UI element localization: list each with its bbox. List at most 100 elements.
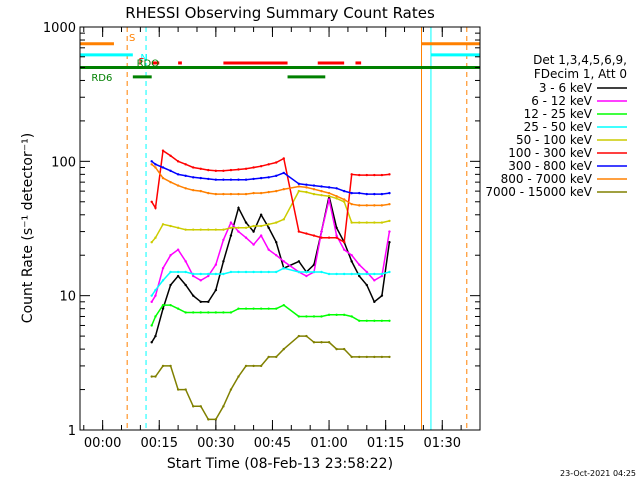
series-0-point-11 (229, 234, 233, 237)
y-tick-label-2: 100 (51, 155, 76, 170)
series-5-point-29 (373, 173, 376, 177)
series-4-point-0 (150, 241, 153, 244)
series-7-point-19 (297, 185, 301, 188)
series-1-point-5 (184, 260, 187, 263)
series-5-point-24 (335, 236, 338, 239)
series-2-point-27 (358, 319, 361, 322)
series-7-point-17 (275, 189, 278, 193)
series-3-point-21 (312, 270, 316, 274)
legend-label-5: 100 - 300 keV (508, 146, 592, 160)
series-7-point-9 (214, 192, 218, 196)
series-2-point-15 (259, 307, 263, 310)
series-5-point-26 (350, 173, 353, 176)
series-7-point-22 (320, 189, 323, 193)
series-0-point-10 (222, 260, 225, 263)
legend-label-2: 12 - 25 keV (524, 107, 593, 121)
series-1-point-11 (229, 221, 233, 224)
series-8-point-13 (244, 364, 248, 368)
series-5-point-15 (259, 164, 263, 168)
series-7-point-8 (207, 191, 210, 195)
series-0-point-3 (169, 283, 172, 287)
x-axis-label: Start Time (08-Feb-13 23:58:22) (167, 456, 393, 472)
series-7-point-0 (150, 163, 153, 166)
series-2-point-2 (161, 303, 165, 307)
series-6-point-28 (365, 192, 368, 196)
series-0-point-0 (150, 341, 153, 344)
series-7-point-7 (199, 189, 202, 193)
series-4-point-24 (335, 197, 338, 200)
series-4-point-2 (161, 223, 165, 226)
series-4-point-28 (365, 221, 368, 224)
series-1-point-26 (350, 254, 353, 257)
series-6-point-22 (320, 185, 323, 188)
series-8-point-7 (199, 405, 202, 408)
series-1-point-7 (199, 279, 202, 282)
series-8-point-11 (229, 388, 233, 391)
series-3-point-12 (237, 270, 240, 274)
series-4-point-31 (388, 219, 391, 223)
series-1-point-2 (161, 267, 165, 270)
series-3-point-15 (259, 270, 263, 274)
series-0-point-29 (373, 300, 376, 304)
series-0-point-16 (267, 226, 270, 230)
legend: Det 1,3,4,5,6,9, FDecim 1, Att 0 3 - 6 k… (485, 53, 627, 199)
series-8-point-22 (320, 341, 323, 344)
series-3-point-20 (305, 270, 308, 274)
series-7-point-3 (169, 180, 172, 184)
series-2-point-4 (176, 307, 180, 310)
series-2-point-1 (154, 315, 157, 318)
series-3-point-30 (380, 272, 384, 276)
series-3-point-25 (342, 272, 346, 276)
series-1-point-22 (320, 230, 323, 233)
series-4-point-23 (327, 195, 331, 198)
series-7-point-20 (305, 186, 308, 189)
series-7-point-12 (237, 192, 240, 196)
x-tick-label-1: 00:15 (141, 436, 178, 451)
x-tick-label-0: 00:00 (84, 436, 121, 451)
series-2-point-14 (252, 307, 255, 310)
series-1-point-14 (252, 243, 255, 246)
series-line-4 (151, 190, 390, 243)
series-3-point-22 (320, 270, 323, 274)
series-5-point-5 (184, 163, 187, 166)
series-8-point-14 (252, 364, 255, 368)
series-2-point-17 (275, 307, 278, 310)
series-5-point-11 (229, 168, 233, 172)
series-2-point-20 (305, 315, 308, 318)
series-7-point-14 (252, 191, 255, 195)
legend-label-6: 300 - 800 keV (508, 159, 592, 173)
series-1-point-30 (380, 274, 384, 278)
series-7-point-15 (259, 191, 263, 195)
series-4-point-8 (207, 228, 210, 231)
series-2-point-30 (380, 319, 384, 322)
series-8-point-25 (342, 347, 346, 351)
x-tick-label-4: 01:00 (310, 436, 347, 451)
series-5-point-17 (275, 161, 278, 164)
series-7-point-24 (335, 195, 338, 198)
series-6-point-11 (229, 178, 233, 181)
series-6-point-18 (282, 171, 285, 175)
series-1-point-16 (267, 248, 270, 251)
series-8-point-30 (380, 355, 384, 359)
series-6-point-1 (154, 163, 157, 166)
series-1-point-25 (342, 248, 346, 251)
series-6-point-29 (373, 192, 376, 196)
series-0-point-2 (161, 307, 165, 310)
series-6-point-8 (207, 177, 210, 181)
series-5-point-27 (358, 173, 361, 177)
series-6-point-25 (342, 189, 346, 193)
series-2-point-10 (222, 311, 225, 314)
series-8-point-18 (282, 347, 285, 351)
series-8-point-17 (275, 355, 278, 359)
series-0-point-24 (335, 226, 338, 230)
flag-label-rd6: RD6 (91, 73, 112, 84)
x-tick-label-6: 01:30 (424, 436, 461, 451)
series-5-point-14 (252, 166, 255, 169)
series-2-point-31 (388, 319, 391, 322)
series-1-point-1 (154, 294, 157, 297)
chart-title: RHESSI Observing Summary Count Rates (125, 4, 435, 22)
series-1-point-17 (275, 254, 278, 257)
series-8-point-8 (207, 418, 210, 421)
y-tick-label-1: 10 (59, 290, 76, 305)
series-7-point-27 (358, 204, 361, 207)
